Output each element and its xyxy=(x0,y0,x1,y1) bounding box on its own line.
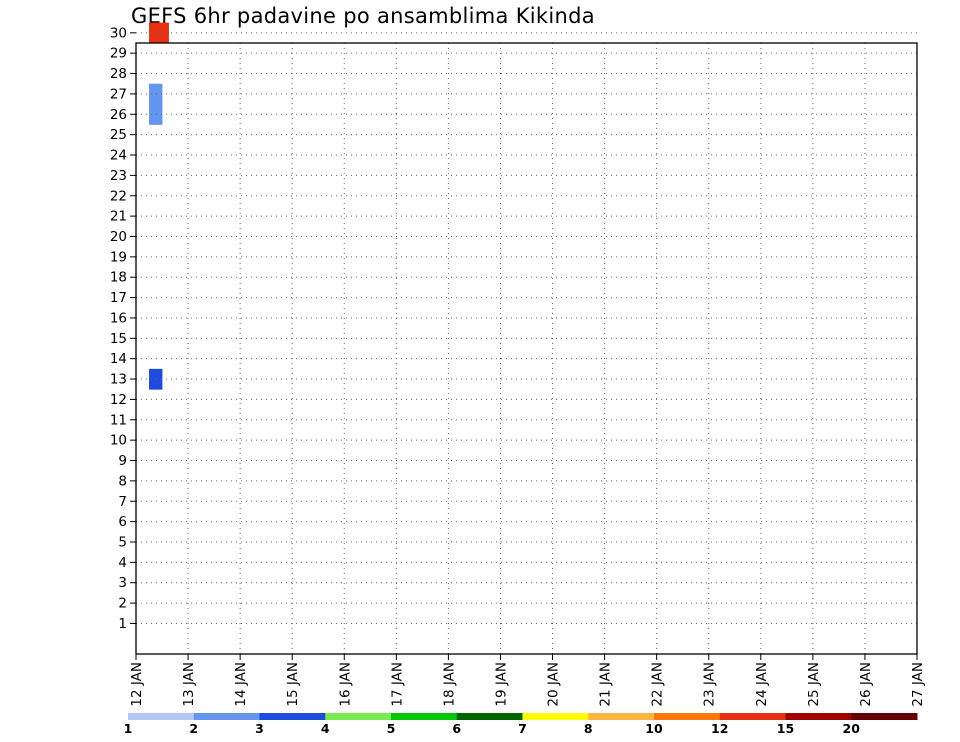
plot-frame xyxy=(135,42,918,655)
legend-label: 10 xyxy=(645,721,663,736)
y-tick-label: 12 xyxy=(110,392,127,408)
y-tick-label: 30 xyxy=(110,25,127,41)
x-tick-label: 21 JAN xyxy=(598,662,614,707)
y-tick-label: 22 xyxy=(110,188,127,204)
y-tick-label: 4 xyxy=(118,555,127,571)
x-tick-label: 19 JAN xyxy=(493,662,509,707)
y-tick-label: 24 xyxy=(110,148,127,164)
y-tick-label: 8 xyxy=(118,473,127,489)
legend-label: 12 xyxy=(711,721,728,736)
y-tick-label: 1 xyxy=(118,616,127,632)
y-tick-label: 29 xyxy=(110,46,127,62)
x-tick-label: 15 JAN xyxy=(285,662,301,707)
legend-swatch xyxy=(391,713,458,720)
y-tick-label: 19 xyxy=(110,249,127,265)
legend-label: 2 xyxy=(189,721,198,736)
y-tick-label: 15 xyxy=(110,331,127,347)
y-tick-label: 14 xyxy=(110,351,127,367)
y-tick-label: 2 xyxy=(118,596,127,612)
heat-cell xyxy=(149,368,163,390)
y-tick-label: 11 xyxy=(110,412,127,428)
y-tick-label: 7 xyxy=(118,494,127,510)
legend-label: 4 xyxy=(321,721,330,736)
legend-label: 8 xyxy=(584,721,593,736)
legend-swatch xyxy=(456,713,523,720)
legend-swatch xyxy=(259,713,326,720)
legend-label: 20 xyxy=(843,721,861,736)
legend-swatch xyxy=(588,713,655,720)
heat-cell xyxy=(155,22,169,44)
x-tick-label: 13 JAN xyxy=(181,662,197,707)
legend-label: 5 xyxy=(387,721,396,736)
legend-swatch xyxy=(325,713,392,720)
y-tick-label: 18 xyxy=(110,270,127,286)
x-tick-label: 27 JAN xyxy=(910,662,926,707)
y-tick-label: 20 xyxy=(110,229,127,245)
legend-label: 15 xyxy=(777,721,794,736)
legend-swatch xyxy=(522,713,589,720)
legend-swatch xyxy=(785,713,852,720)
y-tick-label: 6 xyxy=(118,514,127,530)
legend-swatch xyxy=(193,713,260,720)
legend-label: 7 xyxy=(518,721,527,736)
x-tick-label: 26 JAN xyxy=(858,662,874,707)
heat-cell xyxy=(149,104,163,125)
y-tick-label: 27 xyxy=(110,86,127,102)
y-tick-label: 23 xyxy=(110,168,127,184)
y-tick-label: 25 xyxy=(110,127,127,143)
chart-title: GEFS 6hr padavine po ansamblima Kikinda xyxy=(131,4,595,28)
y-tick-label: 10 xyxy=(110,433,127,449)
x-tick-label: 20 JAN xyxy=(546,662,562,707)
legend-swatch xyxy=(851,713,918,720)
y-tick-label: 5 xyxy=(118,534,127,550)
x-tick-label: 23 JAN xyxy=(702,662,718,707)
legend-label: 6 xyxy=(452,721,461,736)
y-tick-label: 3 xyxy=(118,575,127,591)
x-tick-label: 14 JAN xyxy=(233,662,249,707)
heat-cell xyxy=(149,83,163,105)
legend-label: 3 xyxy=(255,721,264,736)
y-tick-label: 16 xyxy=(110,310,127,326)
y-tick-label: 26 xyxy=(110,107,127,123)
y-tick-label: 9 xyxy=(118,453,127,469)
x-tick-label: 17 JAN xyxy=(389,662,405,707)
x-tick-label: 16 JAN xyxy=(337,662,353,707)
x-tick-label: 24 JAN xyxy=(754,662,770,707)
legend-label: 1 xyxy=(124,721,133,736)
x-tick-label: 18 JAN xyxy=(441,662,457,707)
legend-swatch xyxy=(654,713,721,720)
y-tick-label: 21 xyxy=(110,209,127,225)
y-tick-label: 17 xyxy=(110,290,127,306)
y-tick-label: 28 xyxy=(110,66,127,82)
x-tick-label: 12 JAN xyxy=(129,662,145,707)
x-tick-label: 22 JAN xyxy=(650,662,666,707)
legend-swatch xyxy=(128,713,195,720)
y-tick-label: 13 xyxy=(110,372,127,388)
legend-swatch xyxy=(719,713,786,720)
x-tick-label: 25 JAN xyxy=(806,662,822,707)
